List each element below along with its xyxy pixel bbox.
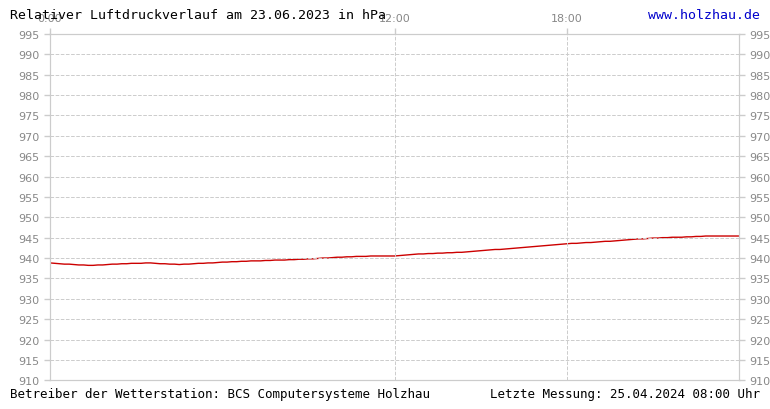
Text: Relativer Luftdruckverlauf am 23.06.2023 in hPa: Relativer Luftdruckverlauf am 23.06.2023… [10, 9, 386, 22]
Text: Letzte Messung: 25.04.2024 08:00 Uhr: Letzte Messung: 25.04.2024 08:00 Uhr [490, 387, 760, 400]
Text: Betreiber der Wetterstation: BCS Computersysteme Holzhau: Betreiber der Wetterstation: BCS Compute… [10, 387, 430, 400]
Text: www.holzhau.de: www.holzhau.de [648, 9, 760, 22]
